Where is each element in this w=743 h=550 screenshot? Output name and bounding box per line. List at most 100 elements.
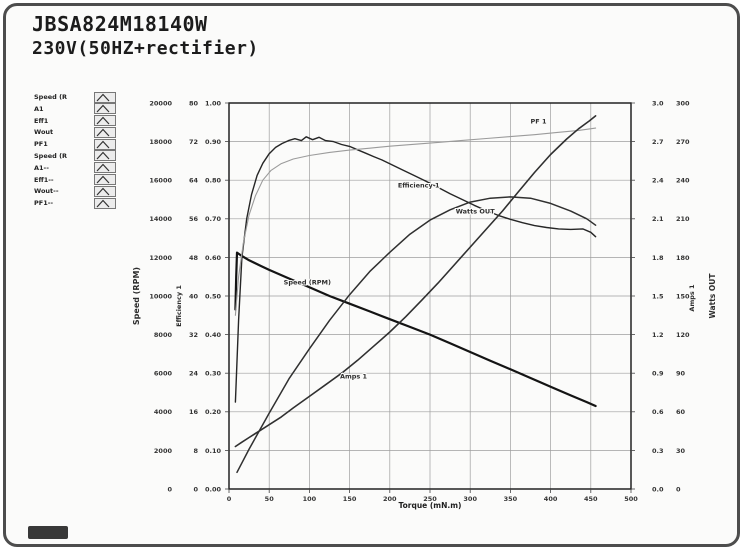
x-tick: 350 <box>504 495 518 503</box>
y-tick-eff: 40 <box>189 292 199 300</box>
y-tick-eff: 48 <box>189 254 199 262</box>
y-tick-amps: 3.0 <box>652 99 664 107</box>
y-tick-rpm: 16000 <box>149 177 172 185</box>
legend-item[interactable]: PF1 <box>34 138 116 150</box>
header: JBSA824M18140W 230V(50HZ+rectifier) <box>32 12 259 59</box>
y-tick-amps: 1.8 <box>652 254 664 262</box>
y-tick-rpm: 20000 <box>149 99 172 107</box>
y-tick-amps: 2.4 <box>652 177 664 185</box>
performance-chart: 0200040006000800010000120001400016000180… <box>132 99 717 510</box>
y-tick-rpm: 2000 <box>154 447 173 455</box>
y-tick-eff: 80 <box>189 99 199 107</box>
waveform-icon <box>94 162 116 174</box>
y-tick-watts: 0 <box>676 485 681 493</box>
y-tick-amps: 0.3 <box>652 447 664 455</box>
legend-item[interactable]: A1 <box>34 103 116 115</box>
curve-label: Watts OUT <box>456 208 495 216</box>
x-tick: 450 <box>584 495 598 503</box>
y-tick-eff: 0 <box>193 485 198 493</box>
legend-item-label: Speed (R <box>34 151 68 160</box>
legend-item[interactable]: Eff1 <box>34 115 116 127</box>
y-tick-pf: 0.60 <box>205 254 222 262</box>
legend-item-label: Wout <box>34 128 54 137</box>
legend-item[interactable]: Speed (R <box>34 91 116 103</box>
y-tick-pf: 0.20 <box>205 408 222 416</box>
y-tick-watts: 120 <box>676 331 690 339</box>
y-tick-watts: 90 <box>676 370 686 378</box>
waveform-icon <box>94 174 116 186</box>
y-tick-rpm: 4000 <box>154 408 173 416</box>
legend-item[interactable]: Eff1-- <box>34 174 116 186</box>
legend-item-label: Wout-- <box>34 187 59 196</box>
y-tick-amps: 1.2 <box>652 331 664 339</box>
legend-item-label: A1-- <box>34 163 49 172</box>
y-tick-eff: 24 <box>189 370 199 378</box>
y-tick-amps: 2.7 <box>652 138 664 146</box>
legend-item[interactable]: Wout <box>34 126 116 138</box>
x-tick: 500 <box>624 495 638 503</box>
waveform-icon <box>94 150 116 162</box>
legend-item-label: Speed (R <box>34 93 68 101</box>
y-tick-amps: 2.1 <box>652 215 664 223</box>
legend-item-label: PF1-- <box>34 199 54 208</box>
y-tick-rpm: 8000 <box>154 331 173 339</box>
x-tick: 50 <box>265 495 275 503</box>
y-tick-watts: 240 <box>676 177 690 185</box>
y-tick-amps: 0.9 <box>652 370 664 378</box>
model-title: JBSA824M18140W <box>32 12 208 36</box>
legend-item[interactable]: PF1-- <box>34 197 116 209</box>
report-page: JBSA824M18140W 230V(50HZ+rectifier) Spee… <box>3 3 740 547</box>
axis-title-rpm: Speed (RPM) <box>132 267 141 325</box>
y-tick-rpm: 14000 <box>149 215 172 223</box>
y-tick-rpm: 0 <box>167 485 172 493</box>
y-tick-watts: 60 <box>676 408 686 416</box>
y-tick-rpm: 10000 <box>149 292 172 300</box>
y-tick-rpm: 18000 <box>149 138 172 146</box>
curve-legend: Speed (R A1 Eff1 Wout PF1 Speed (R A1-- Eff1-- W… <box>34 91 116 210</box>
curve-label: PF 1 <box>531 117 547 125</box>
y-tick-watts: 180 <box>676 254 690 262</box>
waveform-icon <box>94 197 116 209</box>
y-tick-eff: 72 <box>189 138 198 146</box>
legend-item-label: Eff1 <box>34 116 49 125</box>
curve-label: Amps 1 <box>340 372 368 380</box>
y-tick-amps: 0.6 <box>652 408 664 416</box>
legend-item[interactable]: Wout-- <box>34 185 116 197</box>
y-tick-watts: 210 <box>676 215 690 223</box>
scan-artifact <box>28 526 68 539</box>
x-tick: 300 <box>463 495 477 503</box>
waveform-icon <box>94 103 116 115</box>
y-tick-amps: 1.5 <box>652 292 664 300</box>
axis-title-watts: Watts OUT <box>708 273 717 319</box>
x-tick: 0 <box>227 495 232 503</box>
y-tick-watts: 300 <box>676 99 690 107</box>
legend-item-label: PF1 <box>34 140 48 149</box>
curve-label: Efficiency 1 <box>398 181 440 189</box>
series-pf-1 <box>234 127 597 316</box>
legend-item[interactable]: Speed (R <box>34 150 116 162</box>
waveform-icon <box>94 126 116 138</box>
axis-title-eff: Efficiency 1 <box>175 285 183 327</box>
y-tick-watts: 30 <box>676 447 686 455</box>
series-efficiency-1 <box>234 136 597 403</box>
waveform-icon <box>94 185 116 197</box>
y-tick-rpm: 6000 <box>154 370 173 378</box>
y-tick-pf: 0.70 <box>205 215 222 223</box>
x-tick: 400 <box>544 495 558 503</box>
y-tick-pf: 0.40 <box>205 331 222 339</box>
legend-item[interactable]: A1-- <box>34 162 116 174</box>
axis-title-amps: Amps 1 <box>688 284 696 312</box>
series-amps-1 <box>234 115 597 448</box>
y-tick-watts: 270 <box>676 138 690 146</box>
legend-item-label: Eff1-- <box>34 175 54 184</box>
y-tick-eff: 56 <box>189 215 199 223</box>
curve-label: Speed (RPM) <box>284 278 331 286</box>
y-tick-pf: 0.90 <box>205 138 222 146</box>
x-tick: 100 <box>303 495 317 503</box>
y-tick-eff: 64 <box>189 177 199 185</box>
x-axis-title: Torque (mN.m) <box>399 501 462 510</box>
y-tick-pf: 0.00 <box>205 485 222 493</box>
y-tick-eff: 32 <box>189 331 198 339</box>
test-condition: 230V(50HZ+rectifier) <box>32 38 259 59</box>
x-tick: 150 <box>343 495 357 503</box>
